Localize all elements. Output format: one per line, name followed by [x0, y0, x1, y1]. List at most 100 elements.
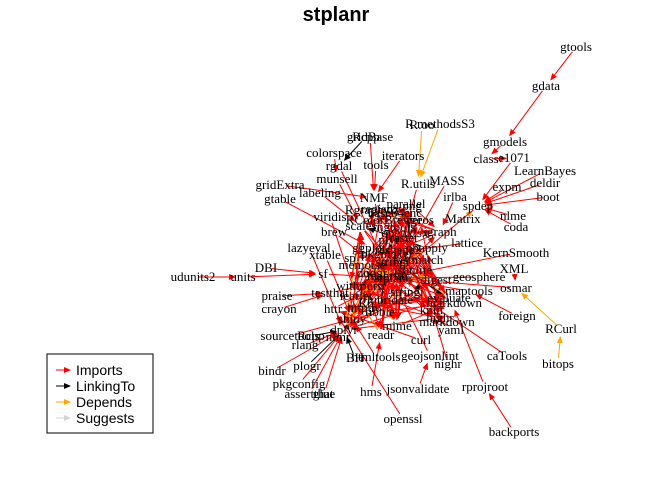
edge-rprojroot-to-rmarkdown [454, 309, 484, 382]
node-assertthat: assertthat [284, 386, 333, 401]
node-osmar: osmar [500, 280, 532, 295]
edge-deldir-to-spdep [484, 184, 540, 205]
node-crayon: crayon [261, 301, 297, 316]
edge-praise-to-testthat [282, 290, 323, 297]
node-MASS: MASS [429, 173, 464, 188]
node-Rcpp: Rcpp [297, 328, 324, 343]
node-bindr: bindr [258, 363, 286, 378]
node-maptools: maptools [445, 283, 493, 298]
node-sourcetools: sourcetools [260, 328, 319, 343]
edge-sourcetools-to-shiny [295, 319, 346, 335]
node-gtable: gtable [264, 191, 296, 206]
node-memoise: memoise [339, 257, 386, 272]
edge-pkgconfig-to-dplyr [302, 335, 340, 380]
node-RCurl: RCurl [545, 321, 577, 336]
node-XML: XML [500, 261, 529, 276]
edge-LearnBayes-to-spdep [484, 173, 540, 203]
edge-readr-to-leaflet [359, 301, 379, 331]
edge-parallel-to-stplanr [391, 209, 406, 272]
edge-backports-to-rprojroot [488, 392, 512, 428]
edge-gdata-to-gmodels [509, 90, 543, 137]
node-R.oo: R.oo [410, 117, 435, 132]
node-magrittr: magrittr [367, 268, 410, 283]
edge-knitr-to-raster [406, 244, 431, 305]
edge-igraph-to-pkgmaker [393, 233, 435, 252]
node-pbapply: pbapply [406, 240, 448, 255]
legend-label-linkingto: LinkingTo [76, 378, 135, 394]
edge-nlme-to-spdep [484, 206, 508, 215]
edge-NMF-to-stplanr [374, 203, 392, 272]
edge-curl-to-httr [339, 310, 416, 339]
edge-rgeos-to-leaflet [360, 224, 417, 291]
edge-gridBase-to-NMF [369, 142, 377, 191]
node-dplyr: dplyr [330, 322, 358, 337]
node-markdown: markdown [419, 314, 475, 329]
node-brew: brew [321, 224, 348, 239]
node-coda: coda [504, 219, 529, 234]
edge-fastmatch-to-purrr [379, 262, 414, 283]
node-iterators: iterators [382, 148, 425, 163]
node-units: units [230, 269, 255, 284]
node-curl: curl [411, 332, 432, 347]
edge-R.oo-to-R.utils [415, 130, 423, 177]
edge-nighr-to-knitr [433, 316, 447, 359]
node-sf: sf [318, 266, 328, 281]
node-lattice: lattice [451, 235, 483, 250]
node-tools: tools [363, 157, 388, 172]
edge-class-to-e1071 [491, 155, 507, 162]
edge-raster-to-evaluate [407, 242, 445, 293]
edge-gtable-to-ggplot2 [285, 201, 366, 245]
edge-sf-to-stplanr [328, 273, 385, 281]
edge-leaflet-to-rngtools [358, 233, 391, 291]
edge-geosphere-to-stplanr [399, 274, 474, 281]
node-evaluate: evaluate [427, 290, 471, 305]
node-leaflet: leaflet [340, 288, 373, 303]
node-openssl: openssl [384, 411, 423, 426]
node-geosphere: geosphere [453, 269, 506, 284]
edge-maptools-to-stplanr [398, 277, 464, 291]
legend-item-depends: Depends [56, 394, 132, 410]
node-labeling: labeling [299, 185, 341, 200]
edge-caTools-to-stplanr [397, 281, 503, 354]
edge-highr-to-dplyr [350, 318, 435, 332]
edge-osmar-to-stplanr [399, 276, 511, 288]
edge-KernSmooth-to-stplanr [398, 253, 511, 279]
node-digest: digest [420, 272, 451, 287]
edge-Rcpp-to-dplyr [316, 329, 338, 336]
node-geojsonlint: geojsonlint [401, 348, 459, 363]
node-rprojroot: rprojroot [462, 379, 509, 394]
node-R.utils: R.utils [401, 176, 435, 191]
node-nlmr: nlmr [326, 329, 351, 344]
edge-memoise-to-readr [363, 270, 381, 329]
node-spdep: spdep [463, 198, 493, 213]
node-fastmatch: fastmatch [393, 252, 444, 267]
edge-lattice-to-sp [356, 243, 462, 260]
node-gmodels: gmodels [483, 134, 527, 149]
edge-scales-to-stringi [363, 230, 403, 287]
edge-tools-to-NMF [371, 170, 378, 191]
node-glue: glue [313, 386, 336, 401]
node-nighr: nighr [434, 356, 462, 371]
edge-crayon-to-testthat [284, 294, 324, 308]
node-DBI: DBI [255, 260, 277, 275]
node-yaml: yaml [438, 322, 464, 337]
legend-label-depends: Depends [76, 394, 132, 410]
edge-png-to-withr [354, 210, 409, 281]
node-LearnBayes: LearnBayes [514, 163, 576, 178]
edge-gmodels-to-class [491, 145, 501, 155]
edge-gridExtra-to-NMF [285, 185, 368, 200]
edge-lazyeval-to-dplyr [310, 253, 342, 324]
node-plyr: plyr [379, 232, 401, 247]
node-purrr: purrr [360, 278, 387, 293]
legend-label-suggests: Suggests [76, 410, 134, 426]
node-foreign: foreign [498, 308, 536, 323]
node-hms: hms [360, 384, 382, 399]
node-e1071: e1071 [498, 150, 530, 165]
node-rmarkdown: rmarkdown [422, 295, 482, 310]
edge-knitr-to-registry [384, 215, 430, 305]
legend-item-suggests: Suggests [56, 410, 134, 426]
edge-Rcpp_top-to-rgdal [343, 141, 363, 161]
edge-e1071-to-spdep [482, 162, 511, 201]
